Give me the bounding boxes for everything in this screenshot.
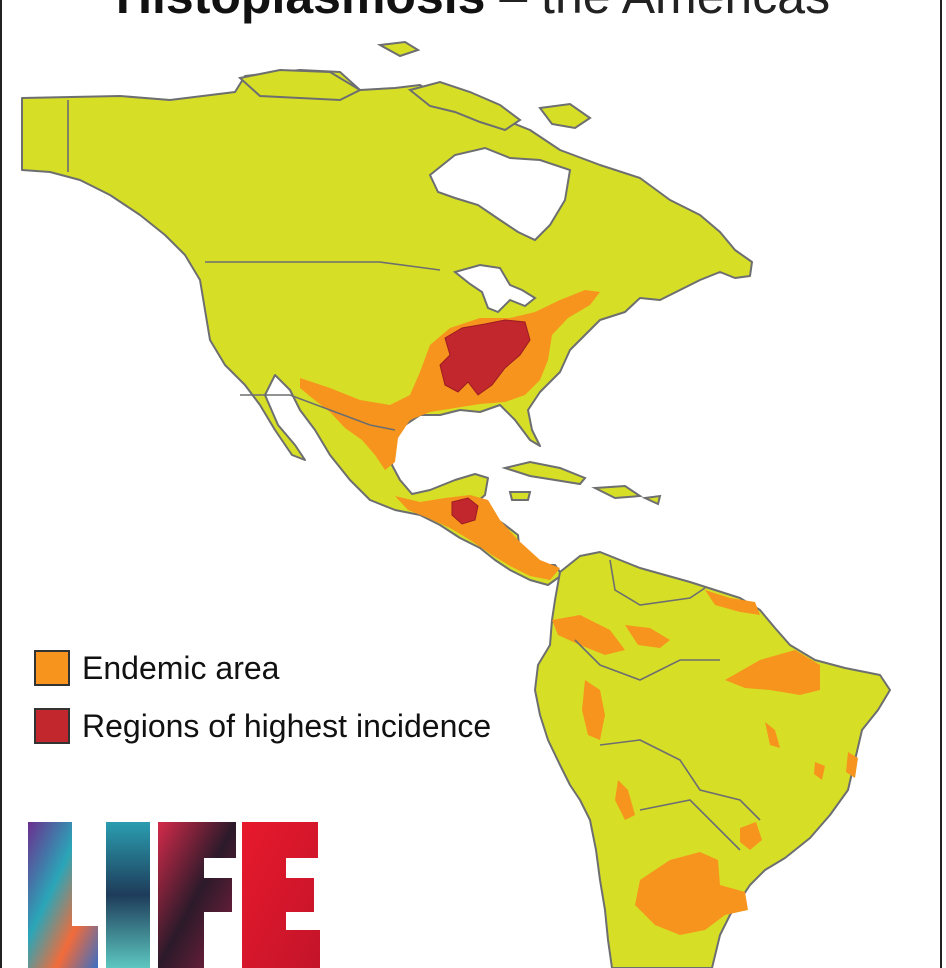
highest-incidence-central-america bbox=[451, 497, 479, 525]
endemic-area-ecuador-peru bbox=[582, 680, 605, 740]
highest-incidence-mississippi-ohio bbox=[439, 319, 531, 396]
great-lakes bbox=[452, 263, 537, 314]
logo-letter-i bbox=[106, 822, 150, 968]
country-borders bbox=[67, 100, 761, 851]
endemic-swatch bbox=[34, 650, 70, 686]
endemic-area-brazil-east bbox=[814, 752, 858, 780]
endemic-area-brazil-central bbox=[765, 722, 780, 748]
legend-item-endemic: Endemic area bbox=[34, 648, 491, 688]
legend-label-highest: Regions of highest incidence bbox=[82, 707, 492, 744]
legend-item-highest: Regions of highest incidence bbox=[34, 706, 491, 746]
endemic-area-colombia bbox=[552, 615, 625, 655]
endemic-area-southern-brazil bbox=[740, 822, 762, 850]
map-legend: Endemic area Regions of highest incidenc… bbox=[34, 648, 491, 764]
title-bold: Histoplasmosis bbox=[116, 0, 486, 24]
title-rest: – the Americas bbox=[485, 0, 830, 24]
caribbean-islands bbox=[501, 460, 662, 506]
endemic-area-venezuela bbox=[625, 625, 670, 648]
endemic-area-brazil-northeast bbox=[725, 650, 820, 695]
legend-label-endemic: Endemic area bbox=[82, 649, 280, 686]
map-title: Histoplasmosis – the Americas bbox=[0, 0, 946, 26]
endemic-area-argentina bbox=[635, 852, 748, 935]
logo-letter-l bbox=[28, 822, 98, 968]
logo-letter-f bbox=[158, 822, 236, 968]
endemic-area-bolivia bbox=[615, 780, 635, 820]
endemic-area-guianas bbox=[705, 590, 760, 615]
highest-incidence-areas bbox=[439, 319, 531, 525]
life-logo bbox=[28, 822, 320, 968]
arctic-islands bbox=[237, 40, 592, 132]
endemic-area-mexico-central bbox=[395, 495, 560, 580]
logo-letter-e bbox=[242, 822, 320, 968]
hudson-bay bbox=[428, 146, 572, 242]
highest-swatch bbox=[34, 708, 70, 744]
north-america-landmass bbox=[21, 69, 753, 586]
